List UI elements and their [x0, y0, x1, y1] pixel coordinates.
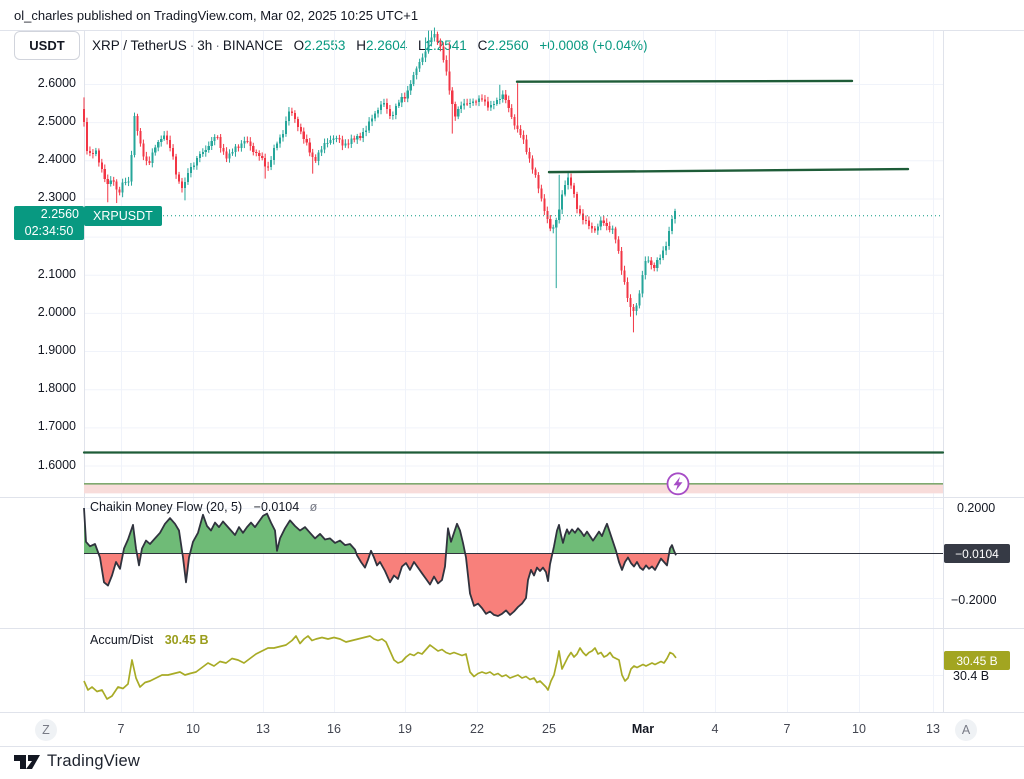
ohlc-open-label: O: [293, 38, 305, 53]
ohlc-change: +0.0008 (+0.04%): [539, 38, 648, 53]
price-axis-label: 1.9000: [37, 343, 76, 358]
time-axis-label: Mar: [631, 722, 655, 736]
scroll-right-button[interactable]: A: [955, 719, 977, 741]
current-price-value: 2.2560: [40, 207, 79, 221]
time-axis-label: 10: [186, 722, 200, 736]
cmf-axis-top-label: 0.2000: [957, 501, 996, 515]
legend-interval[interactable]: 3h: [197, 38, 213, 53]
accdist-axis-label: 30.4 B: [953, 669, 990, 683]
time-axis-label: 7: [117, 722, 125, 736]
trendlines: [82, 79, 945, 454]
price-axis-label: 1.8000: [37, 381, 76, 396]
ad-pane-title-row: Accum/Dist 30.45 B: [90, 633, 208, 647]
price-axis-label: 2.1000: [37, 266, 76, 281]
ohlc-low-value: 2.2541: [425, 38, 467, 53]
time-axis-label: 7: [783, 722, 791, 736]
published-line: ol_charles published on TradingView.com,…: [14, 8, 419, 23]
currency-usdt-button[interactable]: USDT: [14, 31, 80, 60]
time-axis-label: 13: [926, 722, 940, 736]
lightning-marker: [666, 472, 690, 496]
price-axis-label: 2.0000: [37, 304, 76, 319]
ohlc-close-label: C: [477, 38, 488, 53]
accdist-title[interactable]: Accum/Dist: [90, 633, 154, 647]
tradingview-branding[interactable]: TradingView: [14, 752, 140, 771]
tradingview-logo-icon: [14, 754, 40, 769]
time-axis-label: 22: [470, 722, 484, 736]
legend-symbol[interactable]: XRP / TetherUS: [92, 38, 187, 53]
symbol-tag: XRPUSDT: [84, 206, 162, 226]
pane-borders: [0, 30, 1024, 747]
price-axis-label: 2.6000: [37, 76, 76, 90]
accdist-value: 30.45 B: [164, 633, 209, 647]
ohlc-close-value: 2.2560: [487, 38, 529, 53]
time-axis-label: 10: [852, 722, 866, 736]
legend-exchange[interactable]: BINANCE: [222, 38, 283, 53]
legend-separator: ·: [215, 38, 220, 53]
cmf-axis-bottom-label: −0.2000: [951, 593, 997, 607]
current-price-badge: 2.2560 02:34:50: [14, 206, 84, 240]
ohlc-open-value: 2.2553: [304, 38, 346, 53]
time-axis-label: 19: [398, 722, 412, 736]
accdist-value-badge: 30.45 B: [944, 651, 1010, 670]
ohlc-high-value: 2.2604: [365, 38, 408, 53]
price-axis-label: 2.4000: [37, 152, 76, 167]
tradingview-logo-text: TradingView: [47, 752, 140, 770]
support-zone: [84, 483, 943, 494]
price-axis-label: 1.6000: [37, 457, 76, 472]
accdist-line: [83, 635, 677, 700]
time-axis-label: 13: [256, 722, 270, 736]
candle-countdown: 02:34:50: [24, 224, 74, 238]
cmf-value: −0.0104: [253, 500, 300, 514]
cmf-pane-title-row: Chaikin Money Flow (20, 5) −0.0104 ø: [90, 500, 317, 514]
time-axis-label: 16: [327, 722, 341, 736]
legend-separator: ·: [189, 38, 195, 53]
cmf-value-badge: −0.0104: [944, 544, 1010, 563]
chart-legend: XRP / TetherUS · 3h · BINANCE O2.2553 H2.260…: [92, 38, 647, 53]
time-axis-label: 25: [542, 722, 556, 736]
ohlc-low-label: L: [418, 38, 426, 53]
candlestick-series: [82, 27, 677, 333]
time-axis-label: 4: [711, 722, 719, 736]
price-axis-label: 1.7000: [37, 419, 76, 434]
ohlc-high-label: H: [356, 38, 366, 53]
scroll-left-button[interactable]: Z: [35, 719, 57, 741]
cmf-title[interactable]: Chaikin Money Flow (20, 5): [90, 500, 243, 514]
cmf-area: [83, 507, 943, 617]
price-axis-label: 2.5000: [37, 114, 76, 129]
price-axis-label: 2.3000: [37, 190, 76, 205]
hidden-values-icon[interactable]: ø: [309, 500, 318, 514]
grid: [84, 30, 943, 712]
